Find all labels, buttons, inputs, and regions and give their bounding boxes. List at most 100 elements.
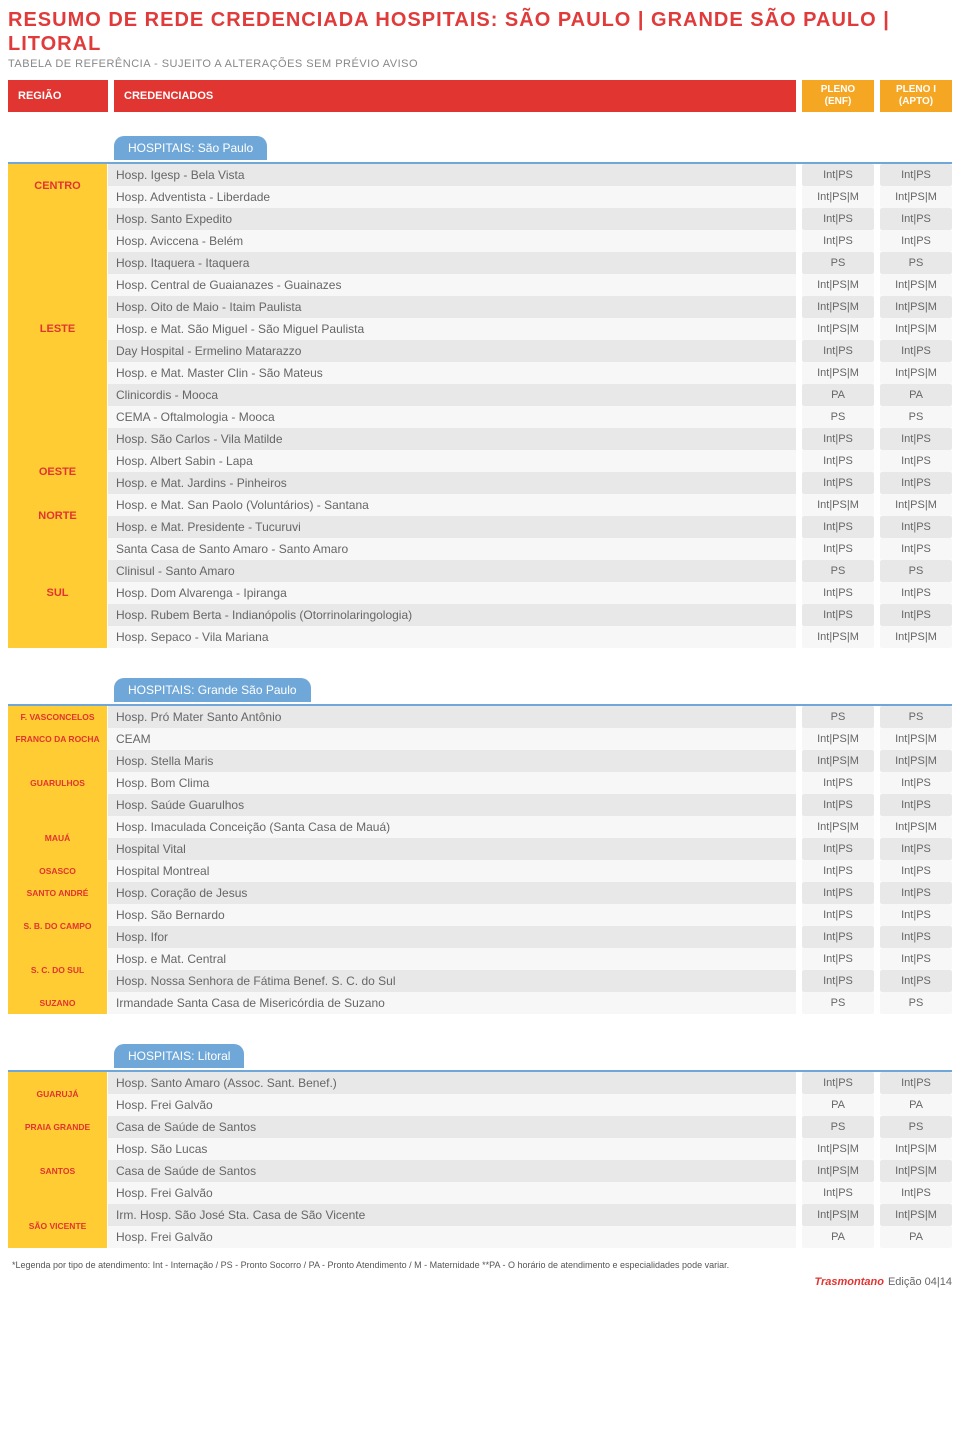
plan-value-2: PA: [880, 1226, 952, 1248]
table-row: Hosp. Itaquera - ItaqueraPSPS: [108, 252, 952, 274]
hospital-name: Hosp. Nossa Senhora de Fátima Benef. S. …: [108, 970, 796, 992]
region-block: S. B. DO CAMPOHosp. São BernardoInt|PSIn…: [8, 904, 952, 948]
plan-value-2: Int|PS: [880, 882, 952, 904]
region-label: SUZANO: [8, 992, 108, 1014]
plan-value-1: PS: [802, 706, 874, 728]
hospital-name: Hosp. Pró Mater Santo Antônio: [108, 706, 796, 728]
plan-value-2: Int|PS: [880, 1182, 952, 1204]
hospital-name: Clinicordis - Mooca: [108, 384, 796, 406]
plan-value-2: PS: [880, 252, 952, 274]
table-row: Hosp. Frei GalvãoInt|PSInt|PS: [108, 1182, 952, 1204]
plan-value-1: PA: [802, 1226, 874, 1248]
plan-value-1: Int|PS: [802, 604, 874, 626]
plan-value-1: Int|PS: [802, 340, 874, 362]
page-subtitle: TABELA DE REFERÊNCIA - SUJEITO A ALTERAÇ…: [8, 58, 952, 70]
region-block: GUARUJÁHosp. Santo Amaro (Assoc. Sant. B…: [8, 1072, 952, 1116]
header-plan-1: PLENO (ENF): [802, 80, 874, 112]
plan-value-1: Int|PS: [802, 516, 874, 538]
section-title: HOSPITAIS: Grande São Paulo: [114, 678, 311, 702]
table-row: Hosp. Bom ClimaInt|PSInt|PS: [108, 772, 952, 794]
region-block: PRAIA GRANDECasa de Saúde de SantosPSPS: [8, 1116, 952, 1138]
plan-value-1: Int|PS: [802, 794, 874, 816]
region-block: LESTEHosp. Santo ExpeditoInt|PSInt|PSHos…: [8, 208, 952, 450]
hospital-name: Hosp. Central de Guaianazes - Guainazes: [108, 274, 796, 296]
plan-value-2: Int|PS|M: [880, 626, 952, 648]
table-row: Hosp. Oito de Maio - Itaim Paulista Int|P…: [108, 296, 952, 318]
table-row: Hosp. Santo ExpeditoInt|PSInt|PS: [108, 208, 952, 230]
table-row: Hosp. e Mat. Presidente - TucuruviInt|PS…: [108, 516, 952, 538]
plan-value-1: PA: [802, 384, 874, 406]
table-row: Santa Casa de Santo Amaro - Santo AmaroI…: [108, 538, 952, 560]
region-label: OESTE: [8, 450, 108, 494]
plan-value-2: PS: [880, 406, 952, 428]
hospital-name: CEAM: [108, 728, 796, 750]
table-row: Hosp. Frei GalvãoPAPA: [108, 1094, 952, 1116]
table-row: Day Hospital - Ermelino MatarazzoInt|PSI…: [108, 340, 952, 362]
plan-value-2: Int|PS: [880, 838, 952, 860]
plan-value-1: Int|PS: [802, 582, 874, 604]
plan-value-2: Int|PS|M: [880, 816, 952, 838]
table-row: Hosp. Aviccena - BelémInt|PSInt|PS: [108, 230, 952, 252]
page-title: RESUMO DE REDE CREDENCIADA HOSPITAIS: SÃ…: [8, 8, 952, 56]
region-block: SULSanta Casa de Santo Amaro - Santo Ama…: [8, 538, 952, 648]
table-row: Casa de Saúde de SantosPSPS: [108, 1116, 952, 1138]
region-block: SUZANOIrmandade Santa Casa de Misericórd…: [8, 992, 952, 1014]
footer-edition: Edição 04|14: [888, 1276, 952, 1288]
hospital-name: Hosp. Oito de Maio - Itaim Paulista: [108, 296, 796, 318]
region-label: NORTE: [8, 494, 108, 538]
header-plan-2-line2: (APTO): [880, 96, 952, 108]
plan-value-2: Int|PS: [880, 904, 952, 926]
plan-value-1: Int|PS: [802, 230, 874, 252]
plan-value-2: Int|PS|M: [880, 296, 952, 318]
plan-value-2: Int|PS: [880, 208, 952, 230]
plan-value-2: Int|PS: [880, 860, 952, 882]
plan-value-2: Int|PS: [880, 450, 952, 472]
table-row: Hosp. e Mat. Master Clin - São MateusInt…: [108, 362, 952, 384]
plan-value-1: Int|PS: [802, 208, 874, 230]
plan-value-2: Int|PS|M: [880, 1160, 952, 1182]
footer-brand: Trasmontano: [814, 1276, 883, 1288]
table-row: Hosp. Sepaco - Vila MarianaInt|PS|MInt|P…: [108, 626, 952, 648]
hospital-name: Hosp. Igesp - Bela Vista: [108, 164, 796, 186]
region-label: SUL: [8, 538, 108, 648]
plan-value-2: PS: [880, 706, 952, 728]
region-label: CENTRO: [8, 164, 108, 208]
region-label: SANTOS: [8, 1138, 108, 1204]
region-block: MAUÁHosp. Imaculada Conceição (Santa Cas…: [8, 816, 952, 860]
plan-value-1: Int|PS: [802, 948, 874, 970]
table-row: Hosp. Imaculada Conceição (Santa Casa de…: [108, 816, 952, 838]
legend-text: *Legenda por tipo de atendimento: Int - …: [8, 1260, 952, 1270]
table-row: Clinisul - Santo AmaroPSPS: [108, 560, 952, 582]
region-label: F. VASCONCELOS: [8, 706, 108, 728]
plan-value-2: Int|PS: [880, 794, 952, 816]
plan-value-1: PS: [802, 252, 874, 274]
hospital-name: Hosp. e Mat. Central: [108, 948, 796, 970]
hospital-name: Hosp. e Mat. San Paolo (Voluntários) - S…: [108, 494, 796, 516]
hospital-name: Hospital Montreal: [108, 860, 796, 882]
hospital-name: Hosp. Frei Galvão: [108, 1182, 796, 1204]
plan-value-1: Int|PS: [802, 860, 874, 882]
plan-value-1: Int|PS|M: [802, 1204, 874, 1226]
table-header: REGIÃO CREDENCIADOS PLENO (ENF) PLENO I …: [8, 80, 952, 112]
plan-value-1: Int|PS: [802, 450, 874, 472]
hospital-name: Hosp. Coração de Jesus: [108, 882, 796, 904]
hospital-name: Hosp. Adventista - Liberdade: [108, 186, 796, 208]
table-row: Hosp. Santo Amaro (Assoc. Sant. Benef.)I…: [108, 1072, 952, 1094]
plan-value-2: Int|PS: [880, 582, 952, 604]
hospital-name: Hospital Vital: [108, 838, 796, 860]
plan-value-1: Int|PS: [802, 970, 874, 992]
section-title: HOSPITAIS: São Paulo: [114, 136, 267, 160]
plan-value-1: Int|PS: [802, 838, 874, 860]
plan-value-1: Int|PS: [802, 164, 874, 186]
plan-value-2: Int|PS|M: [880, 728, 952, 750]
table-row: Hosp. e Mat. San Paolo (Voluntários) - S…: [108, 494, 952, 516]
hospital-name: Hosp. Frei Galvão: [108, 1094, 796, 1116]
plan-value-2: Int|PS|M: [880, 274, 952, 296]
plan-value-2: Int|PS|M: [880, 1138, 952, 1160]
table-row: Hosp. Coração de JesusInt|PSInt|PS: [108, 882, 952, 904]
plan-value-2: PA: [880, 384, 952, 406]
plan-value-2: Int|PS: [880, 772, 952, 794]
table-row: Hosp. Igesp - Bela VistaInt|PSInt|PS: [108, 164, 952, 186]
table-row: Hosp. São BernardoInt|PSInt|PS: [108, 904, 952, 926]
plan-value-1: Int|PS: [802, 1072, 874, 1094]
